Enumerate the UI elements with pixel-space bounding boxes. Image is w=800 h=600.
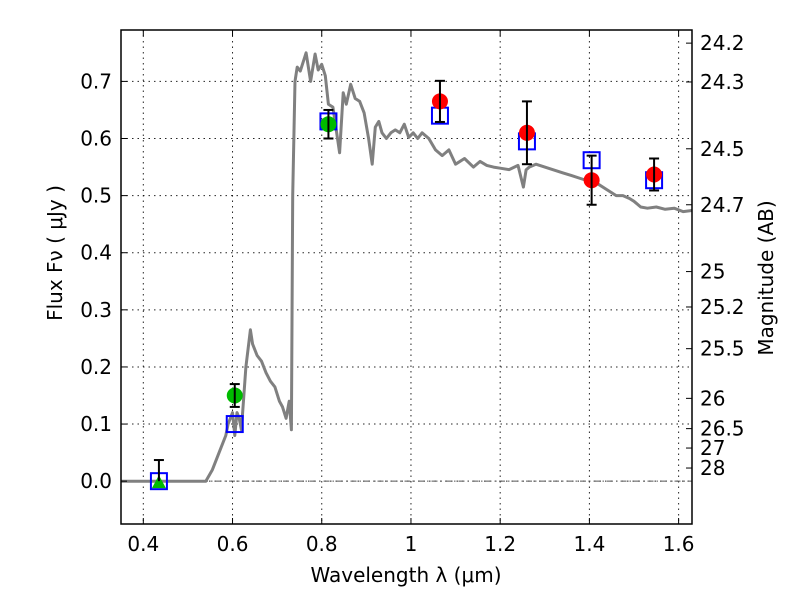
x-tick-label: 0.8 [306,532,338,556]
x-tick-label: 1.6 [663,532,695,556]
x-tick-label: 1.4 [573,532,605,556]
right-tick-label: 25.5 [700,337,745,361]
x-axis-label: Wavelength λ (μm) [310,563,501,587]
x-tick-label: 1.2 [484,532,516,556]
upper-limit-marker [151,475,166,489]
right-tick-label: 24.3 [700,70,745,94]
y-tick-label: 0.2 [80,355,112,379]
right-tick-label: 25 [700,260,725,284]
y-tick-label: 0.3 [80,298,112,322]
axes-frame [120,29,693,525]
right-tick-label: 24.2 [700,31,745,55]
y-tick-label: 0.6 [80,127,112,151]
right-tick-label: 24.5 [700,137,745,161]
axis-ticks: 0.4 0.6 0.8 1 1.2 1.4 1.6 0.0 0.1 0.2 0.3 0.4 0.5 0.6… [80,30,745,556]
y-tick-label: 0.5 [80,184,112,208]
y-tick-label: 0.4 [80,241,112,265]
y-tick-label: 0.7 [80,69,112,93]
right-tick-label: 25.2 [700,295,745,319]
right-tick-label: 26.5 [700,417,745,441]
sed-model-line [121,51,692,483]
y-axis-label: Flux Fν ( μJy ) [43,185,67,321]
y-tick-label: 0.0 [80,469,112,493]
x-tick-label: 1 [405,532,418,556]
plot-area [121,51,692,491]
x-tick-label: 0.4 [127,532,159,556]
y-tick-label: 0.1 [80,412,112,436]
x-tick-label: 0.6 [217,532,249,556]
right-tick-label: 27 [700,436,725,460]
model-photometry-marker [225,415,244,434]
right-tick-label: 28 [700,456,725,480]
grid-lines [121,30,692,524]
right-axis-label: Magnitude (AB) [754,200,778,355]
right-tick-label: 26 [700,386,725,410]
right-tick-label: 24.7 [700,193,745,217]
